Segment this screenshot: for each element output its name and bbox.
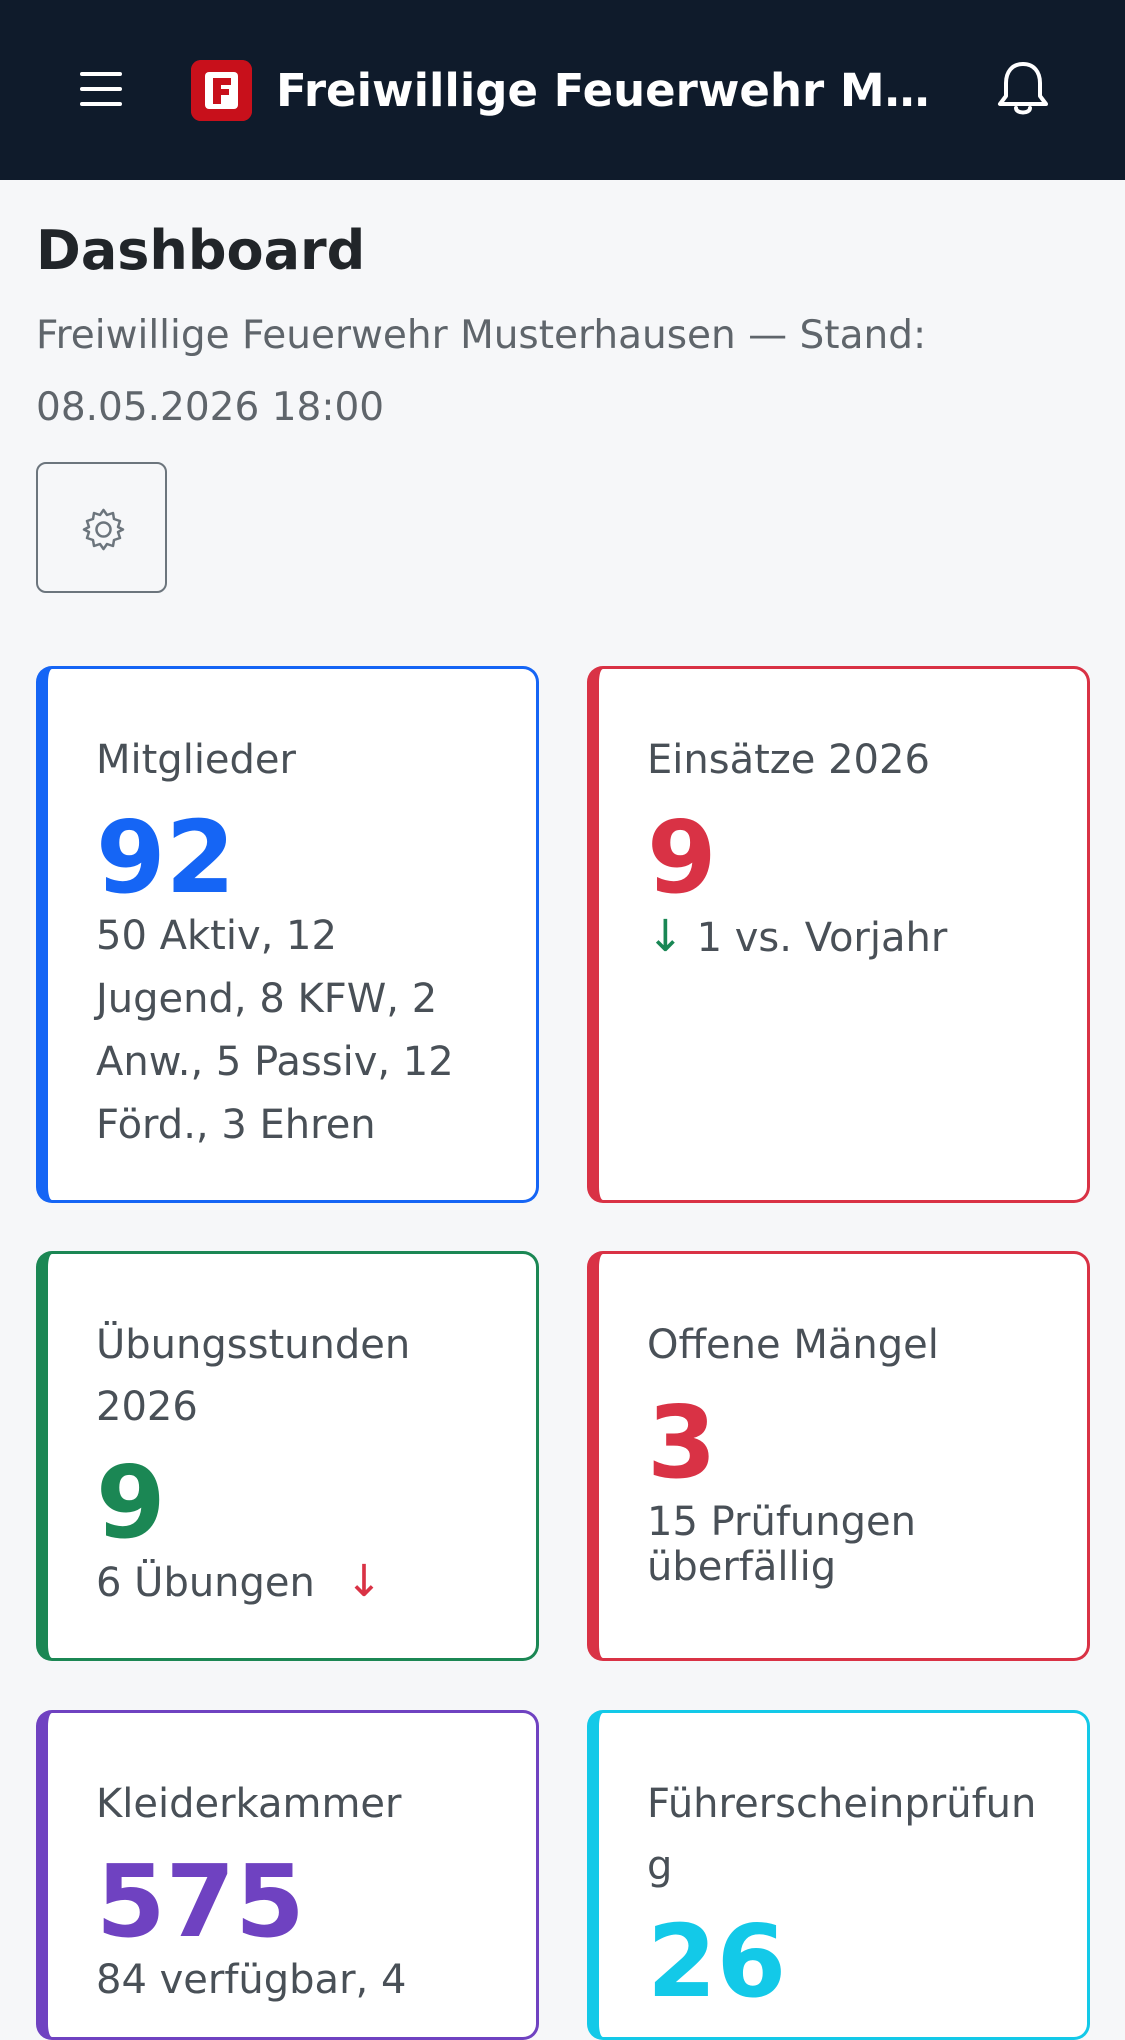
subtitle-line-2: 08.05.2026 18:00 xyxy=(36,385,385,430)
settings-button[interactable] xyxy=(36,462,167,593)
card-description: 84 verfügbar, 4 xyxy=(96,1957,407,2003)
card-label: Mitglieder xyxy=(96,737,296,783)
page-subtitle: Freiwillige Feuerwehr Musterhausen — Sta… xyxy=(36,300,1036,444)
card-value: 3 xyxy=(647,1384,717,1501)
card-label: Kleiderkammer xyxy=(96,1781,402,1827)
card-label: Übungsstunden 2026 xyxy=(96,1322,411,1430)
card-value: 26 xyxy=(647,1903,787,2020)
card-value: 9 xyxy=(96,1444,166,1561)
gear-icon xyxy=(82,508,125,551)
subtitle-line-1: Freiwillige Feuerwehr Musterhausen — Sta… xyxy=(36,313,927,358)
card-label: Führerscheinprüfung xyxy=(647,1781,1037,1889)
trend-text: 6 Übungen xyxy=(96,1560,315,1606)
card-description: 50 Aktiv, 12 Jugend, 8 KFW, 2 Anw., 5 Pa… xyxy=(96,913,454,1148)
card-description: 15 Prüfungen überfällig xyxy=(647,1499,916,1590)
card-label: Offene Mängel xyxy=(647,1322,939,1368)
card-label: Einsätze 2026 xyxy=(647,737,930,783)
card-mitglieder[interactable]: Mitglieder 92 50 Aktiv, 12 Jugend, 8 KFW… xyxy=(36,666,539,1203)
card-value: 92 xyxy=(96,799,236,916)
trend-down-icon: ↓ xyxy=(647,911,684,962)
card-einsaetze[interactable]: Einsätze 2026 9 ↓ 1 vs. Vorjahr xyxy=(587,666,1090,1203)
card-trend: 6 Übungen ↓ xyxy=(96,1550,516,1615)
card-trend: ↓ 1 vs. Vorjahr xyxy=(647,905,1067,970)
card-uebungsstunden[interactable]: Übungsstunden 2026 9 6 Übungen ↓ xyxy=(36,1251,539,1661)
trend-text: 1 vs. Vorjahr xyxy=(696,915,948,961)
card-value: 9 xyxy=(647,799,717,916)
bell-icon[interactable] xyxy=(990,56,1056,122)
menu-icon[interactable] xyxy=(70,60,132,118)
card-value: 575 xyxy=(96,1843,305,1960)
trend-down-icon: ↓ xyxy=(345,1556,383,1607)
card-offene-maengel[interactable]: Offene Mängel 3 15 Prüfungen überfällig xyxy=(587,1251,1090,1661)
app-title: Freiwillige Feuerwehr Musterhausen xyxy=(276,64,936,117)
card-kleiderkammer[interactable]: Kleiderkammer 575 84 verfügbar, 4 xyxy=(36,1710,539,2040)
app-logo xyxy=(191,60,252,121)
card-fuehrerscheinpruefung[interactable]: Führerscheinprüfung 26 xyxy=(587,1710,1090,2040)
page-title: Dashboard xyxy=(36,219,366,282)
top-app-bar: Freiwillige Feuerwehr Musterhausen xyxy=(0,0,1125,180)
